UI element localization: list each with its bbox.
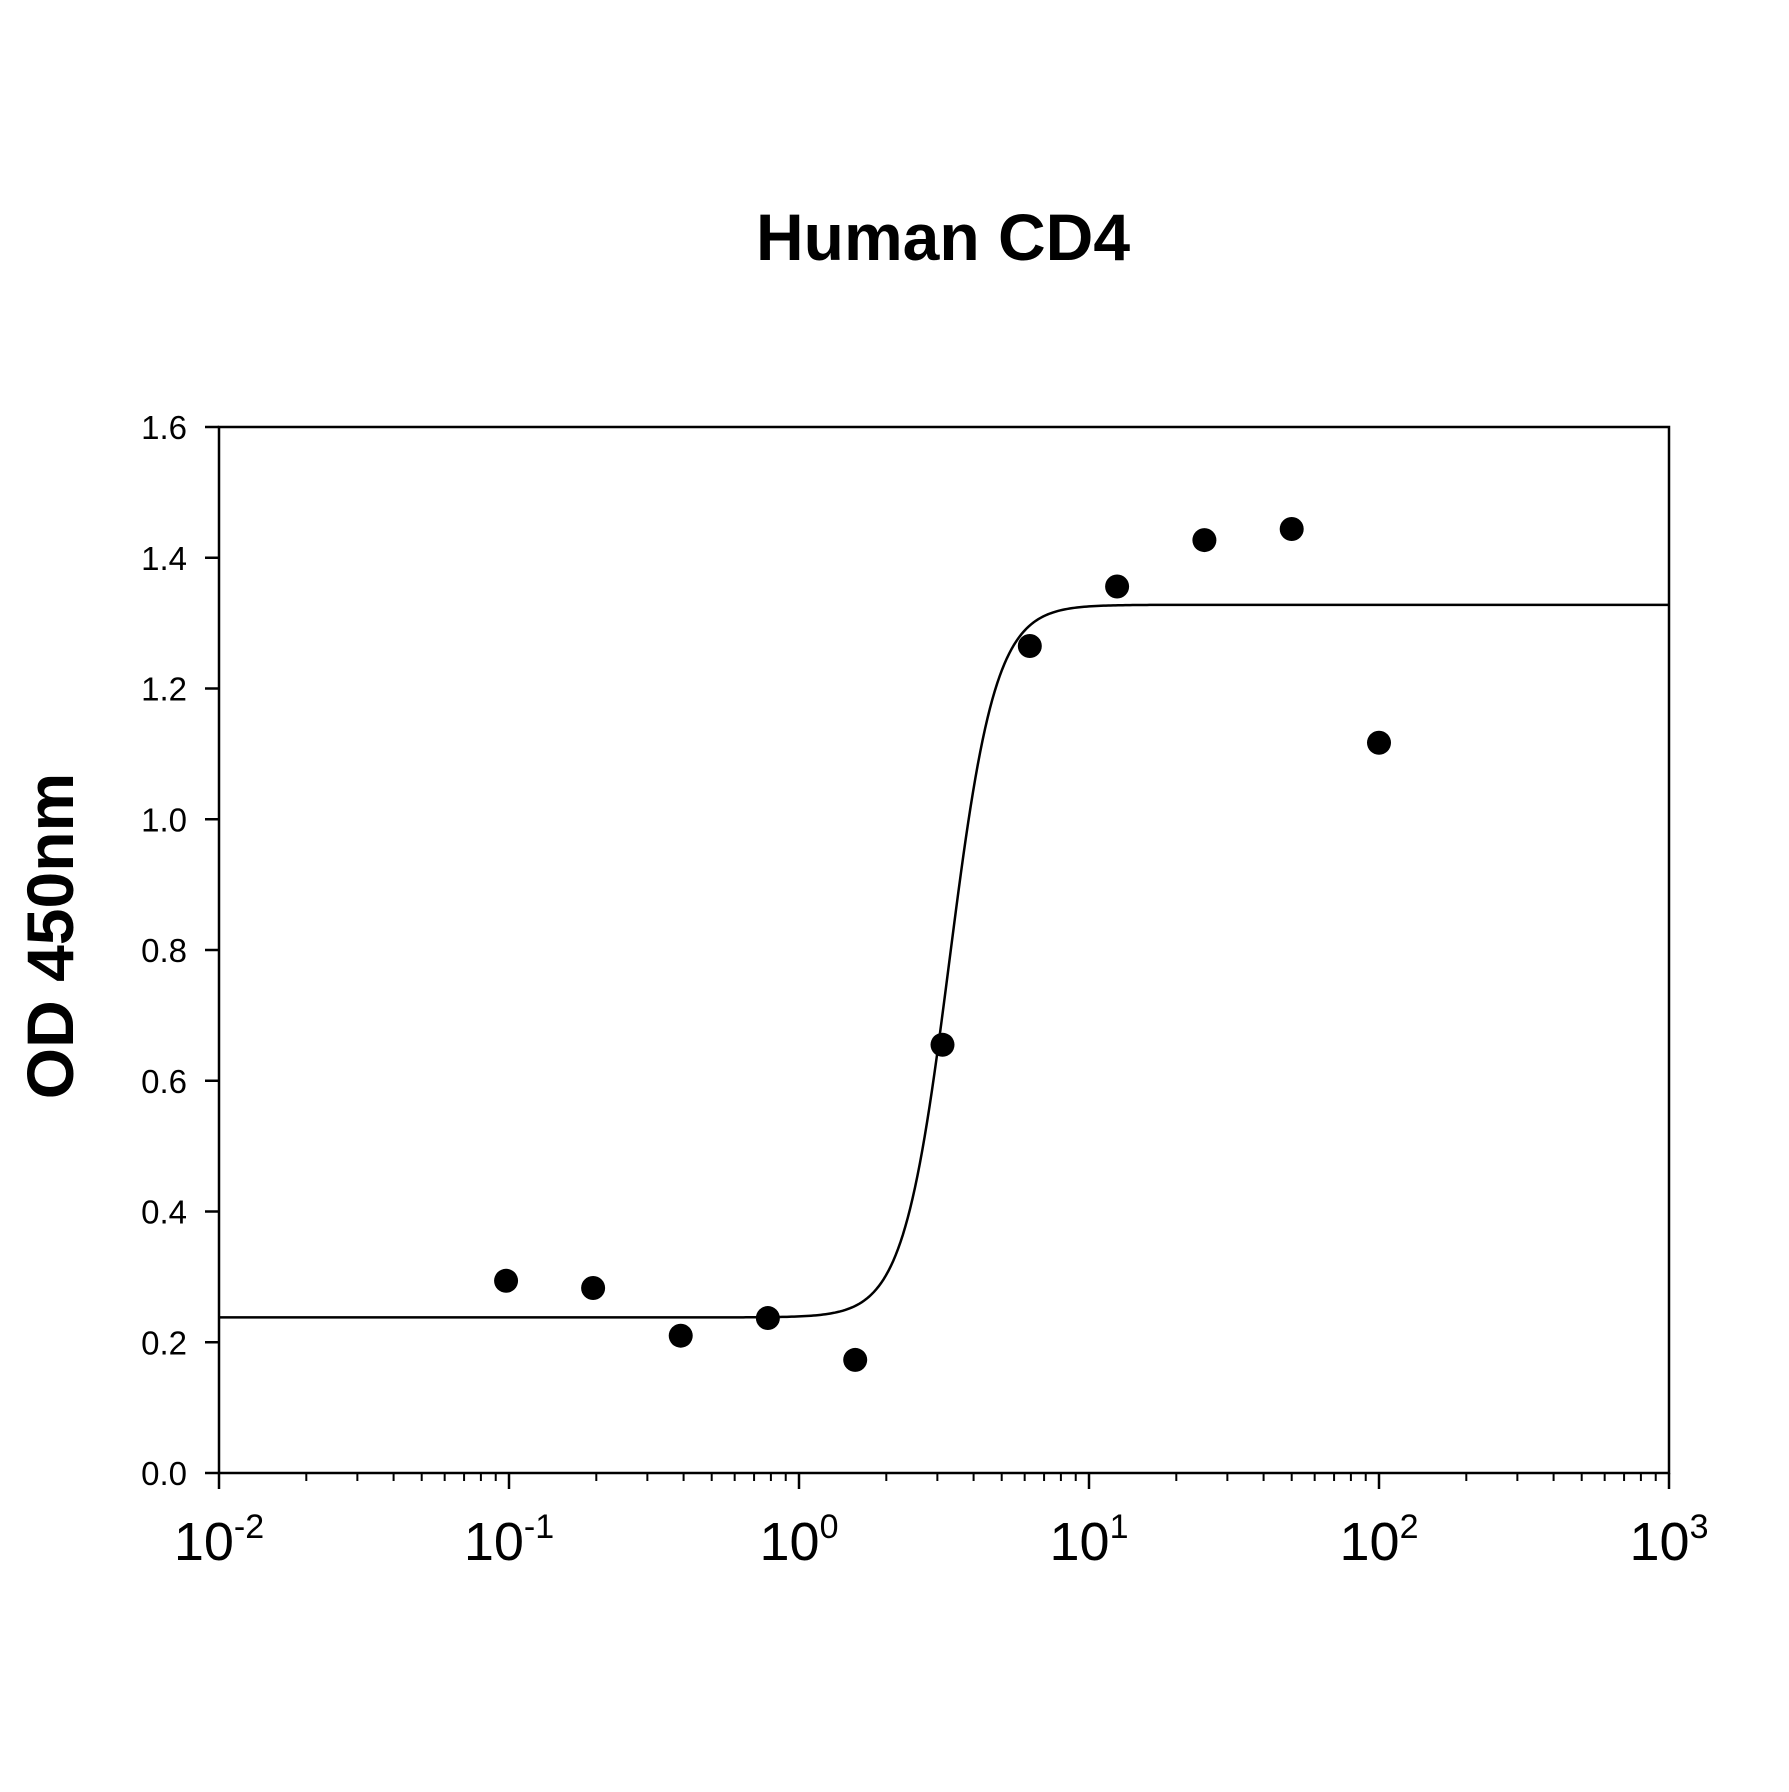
x-tick-exponent: 0 — [820, 1508, 839, 1546]
y-axis-label: OD 450nm — [13, 773, 87, 1099]
x-tick-exponent: 2 — [1400, 1508, 1419, 1546]
y-tick-label: 0.8 — [141, 932, 187, 969]
data-point — [1017, 634, 1042, 659]
x-axis-ticks: 10-2 10-1 100 101 102 103 — [174, 1473, 1709, 1572]
data-point — [843, 1347, 868, 1372]
plot-frame — [217, 425, 1671, 1475]
data-point — [755, 1306, 780, 1331]
x-tick-exponent: -1 — [524, 1508, 554, 1546]
x-tick-exponent: 1 — [1110, 1508, 1129, 1546]
y-tick-label: 0.0 — [141, 1455, 187, 1492]
x-tick-base: 10 — [1050, 1512, 1110, 1572]
y-tick-label: 1.6 — [141, 409, 187, 446]
data-point — [1367, 730, 1391, 755]
x-tick-label: 101 — [1050, 1508, 1129, 1572]
y-tick-label: 0.2 — [141, 1324, 187, 1361]
x-tick-base: 10 — [174, 1512, 234, 1572]
x-tick-base: 10 — [464, 1512, 524, 1572]
x-tick-base: 10 — [760, 1512, 820, 1572]
data-point — [494, 1268, 519, 1293]
y-axis-ticks: 0.0 0.2 0.4 0.6 0.8 1.0 1.2 1.4 1.6 — [141, 409, 219, 1492]
data-points — [494, 516, 1391, 1372]
y-tick-label: 0.4 — [141, 1194, 187, 1231]
data-point — [1192, 528, 1217, 553]
y-tick-label: 0.6 — [141, 1063, 187, 1100]
y-tick-label: 1.2 — [141, 671, 187, 708]
x-tick-base: 10 — [1630, 1512, 1690, 1572]
data-point — [1279, 516, 1304, 541]
y-tick-label: 1.4 — [141, 540, 187, 577]
x-tick-exponent: -2 — [234, 1508, 264, 1546]
data-point — [1105, 574, 1130, 599]
x-tick-label: 100 — [760, 1508, 839, 1572]
data-point — [930, 1032, 955, 1057]
x-tick-base: 10 — [1340, 1512, 1400, 1572]
x-tick-label: 10-1 — [464, 1508, 554, 1572]
data-point — [581, 1275, 606, 1300]
x-tick-label: 102 — [1340, 1508, 1419, 1572]
y-tick-label: 1.0 — [141, 801, 187, 838]
fit-curve — [219, 603, 1669, 1319]
x-tick-label: 103 — [1630, 1508, 1709, 1572]
x-tick-exponent: 3 — [1690, 1508, 1709, 1546]
data-point — [668, 1323, 693, 1348]
x-tick-label: 10-2 — [174, 1508, 264, 1572]
chart-title: Human CD4 — [756, 200, 1130, 274]
